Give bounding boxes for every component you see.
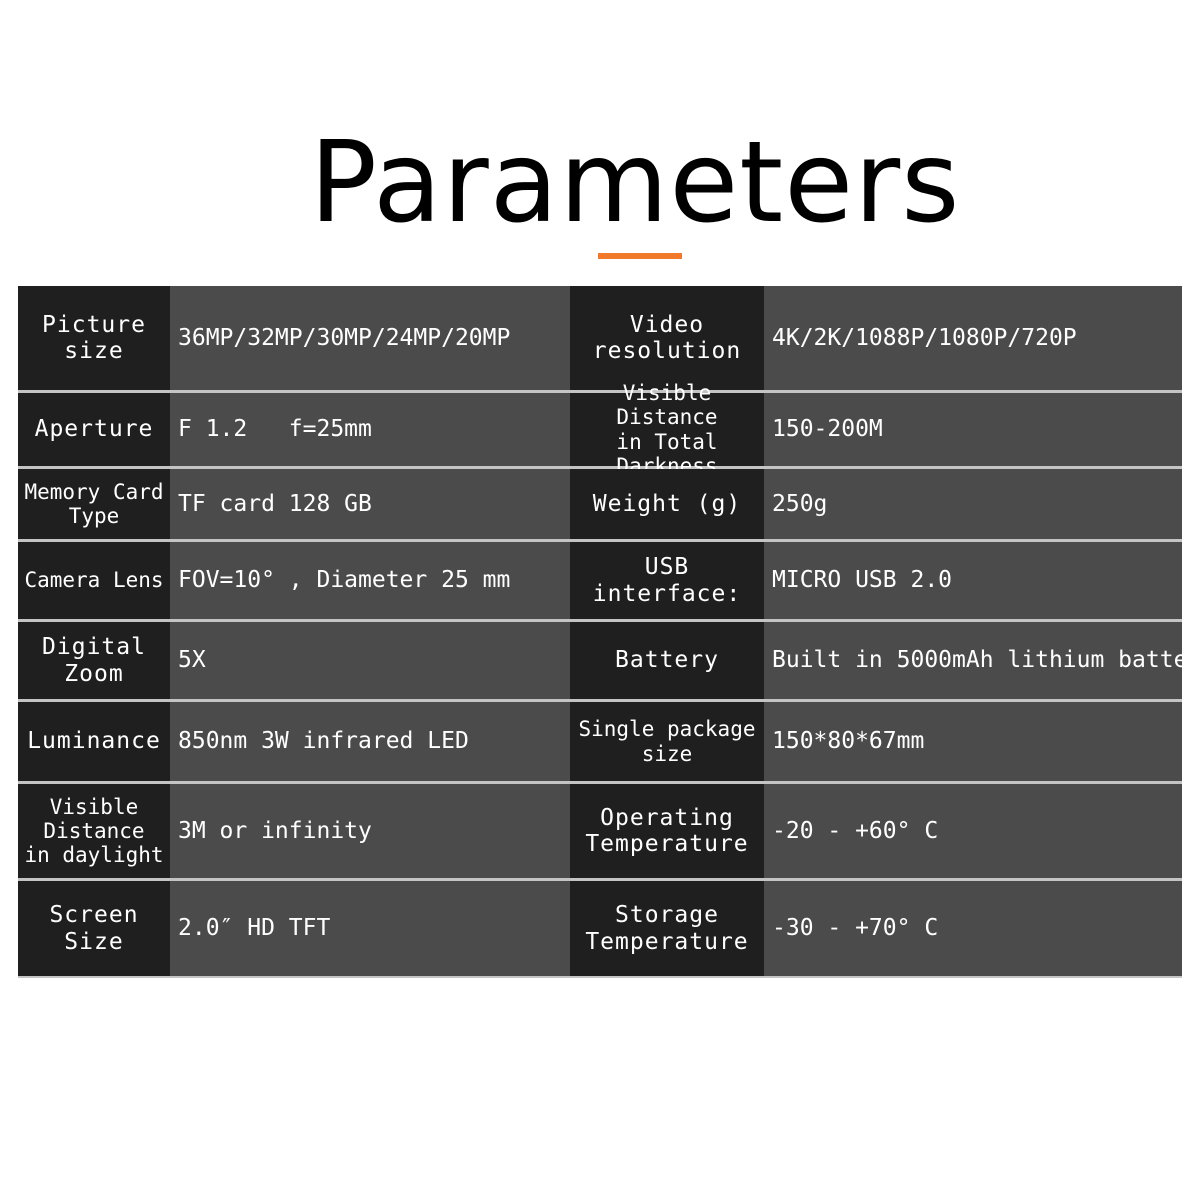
page-title: Parameters [309,118,961,248]
param-value-text: 2.0″ HD TFT [178,915,331,942]
param-value: 150*80*67mm [764,702,1182,781]
param-value-text: 850nm 3W infrared LED [178,728,469,755]
param-value: -20 - +60° C [764,784,1182,878]
param-value: 150-200M [764,393,1182,466]
param-value: 4K/2K/1088P/1080P/720P [764,286,1182,390]
param-label-text: Digital Zoom [42,634,146,687]
param-label-text: Memory Card Type [24,479,164,528]
param-label-text: Single package size [578,717,756,766]
param-label: Luminance [18,702,170,781]
param-value-text: F 1.2 f=25mm [178,416,372,443]
parameters-table: Picture size 36MP/32MP/30MP/24MP/20MP Vide… [18,286,1200,978]
param-value-text: 5X [178,647,206,674]
param-label: Single package size [570,702,764,781]
param-label-text: Luminance [27,728,161,755]
param-label: Visible Distance in Total Darkness [570,381,764,478]
param-label-text: Visible Distance in daylight [24,794,164,868]
param-value-text: 36MP/32MP/30MP/24MP/20MP [178,324,511,351]
param-label: Aperture [18,393,170,466]
param-value: F 1.2 f=25mm [170,393,570,466]
param-value: 850nm 3W infrared LED [170,702,570,781]
param-value: TF card 128 GB [170,469,570,539]
param-label: Storage Temperature [570,881,764,976]
param-label-text: Operating Temperature [585,804,749,857]
param-label: Weight (g) [570,469,764,539]
param-value-text: 3M or infinity [178,817,372,844]
param-label-text: Storage Temperature [585,902,749,955]
param-value: 36MP/32MP/30MP/24MP/20MP [170,286,570,390]
param-value-text: MICRO USB 2.0 [772,567,953,594]
param-label: Screen Size [18,881,170,976]
param-value-text: -20 - +60° C [772,817,939,844]
param-label-text: Camera Lens [24,568,164,593]
param-value: 5X [170,622,570,699]
param-label-text: USB interface: [592,554,742,607]
param-value: 250g [764,469,1182,539]
param-value-text: 150*80*67mm [772,728,925,755]
param-label-text: Video resolution [592,311,742,364]
param-label-text: Battery [615,647,719,674]
param-value: FOV=10° , Diameter 25 mm [170,542,570,619]
param-value-text: -30 - +70° C [772,915,939,942]
param-value: Built in 5000mAh lithium battery [764,622,1200,699]
param-label-text: Aperture [34,416,154,443]
param-value-text: Built in 5000mAh lithium battery [772,647,1200,674]
param-value-text: 4K/2K/1088P/1080P/720P [772,324,1077,351]
param-value: MICRO USB 2.0 [764,542,1182,619]
param-label-text: Picture size [42,311,146,364]
param-value-text: 250g [772,490,828,517]
param-label: Video resolution [570,286,764,390]
param-value: 2.0″ HD TFT [170,881,570,976]
param-value-text: FOV=10° , Diameter 25 mm [178,567,511,594]
param-label-text: Visible Distance in Total Darkness [616,381,718,478]
param-label: Camera Lens [18,542,170,619]
param-label: Operating Temperature [570,784,764,878]
param-value-text: TF card 128 GB [178,490,372,517]
param-label: Visible Distance in daylight [18,784,170,878]
param-label-text: Weight (g) [592,490,742,517]
param-label: Picture size [18,286,170,390]
param-value: -30 - +70° C [764,881,1182,976]
param-label: Battery [570,622,764,699]
param-label: USB interface: [570,542,764,619]
param-label: Memory Card Type [18,469,170,539]
accent-underline [598,253,682,259]
param-value: 3M or infinity [170,784,570,878]
param-label-text: Screen Size [49,902,139,955]
param-value-text: 150-200M [772,416,883,443]
param-label: Digital Zoom [18,622,170,699]
